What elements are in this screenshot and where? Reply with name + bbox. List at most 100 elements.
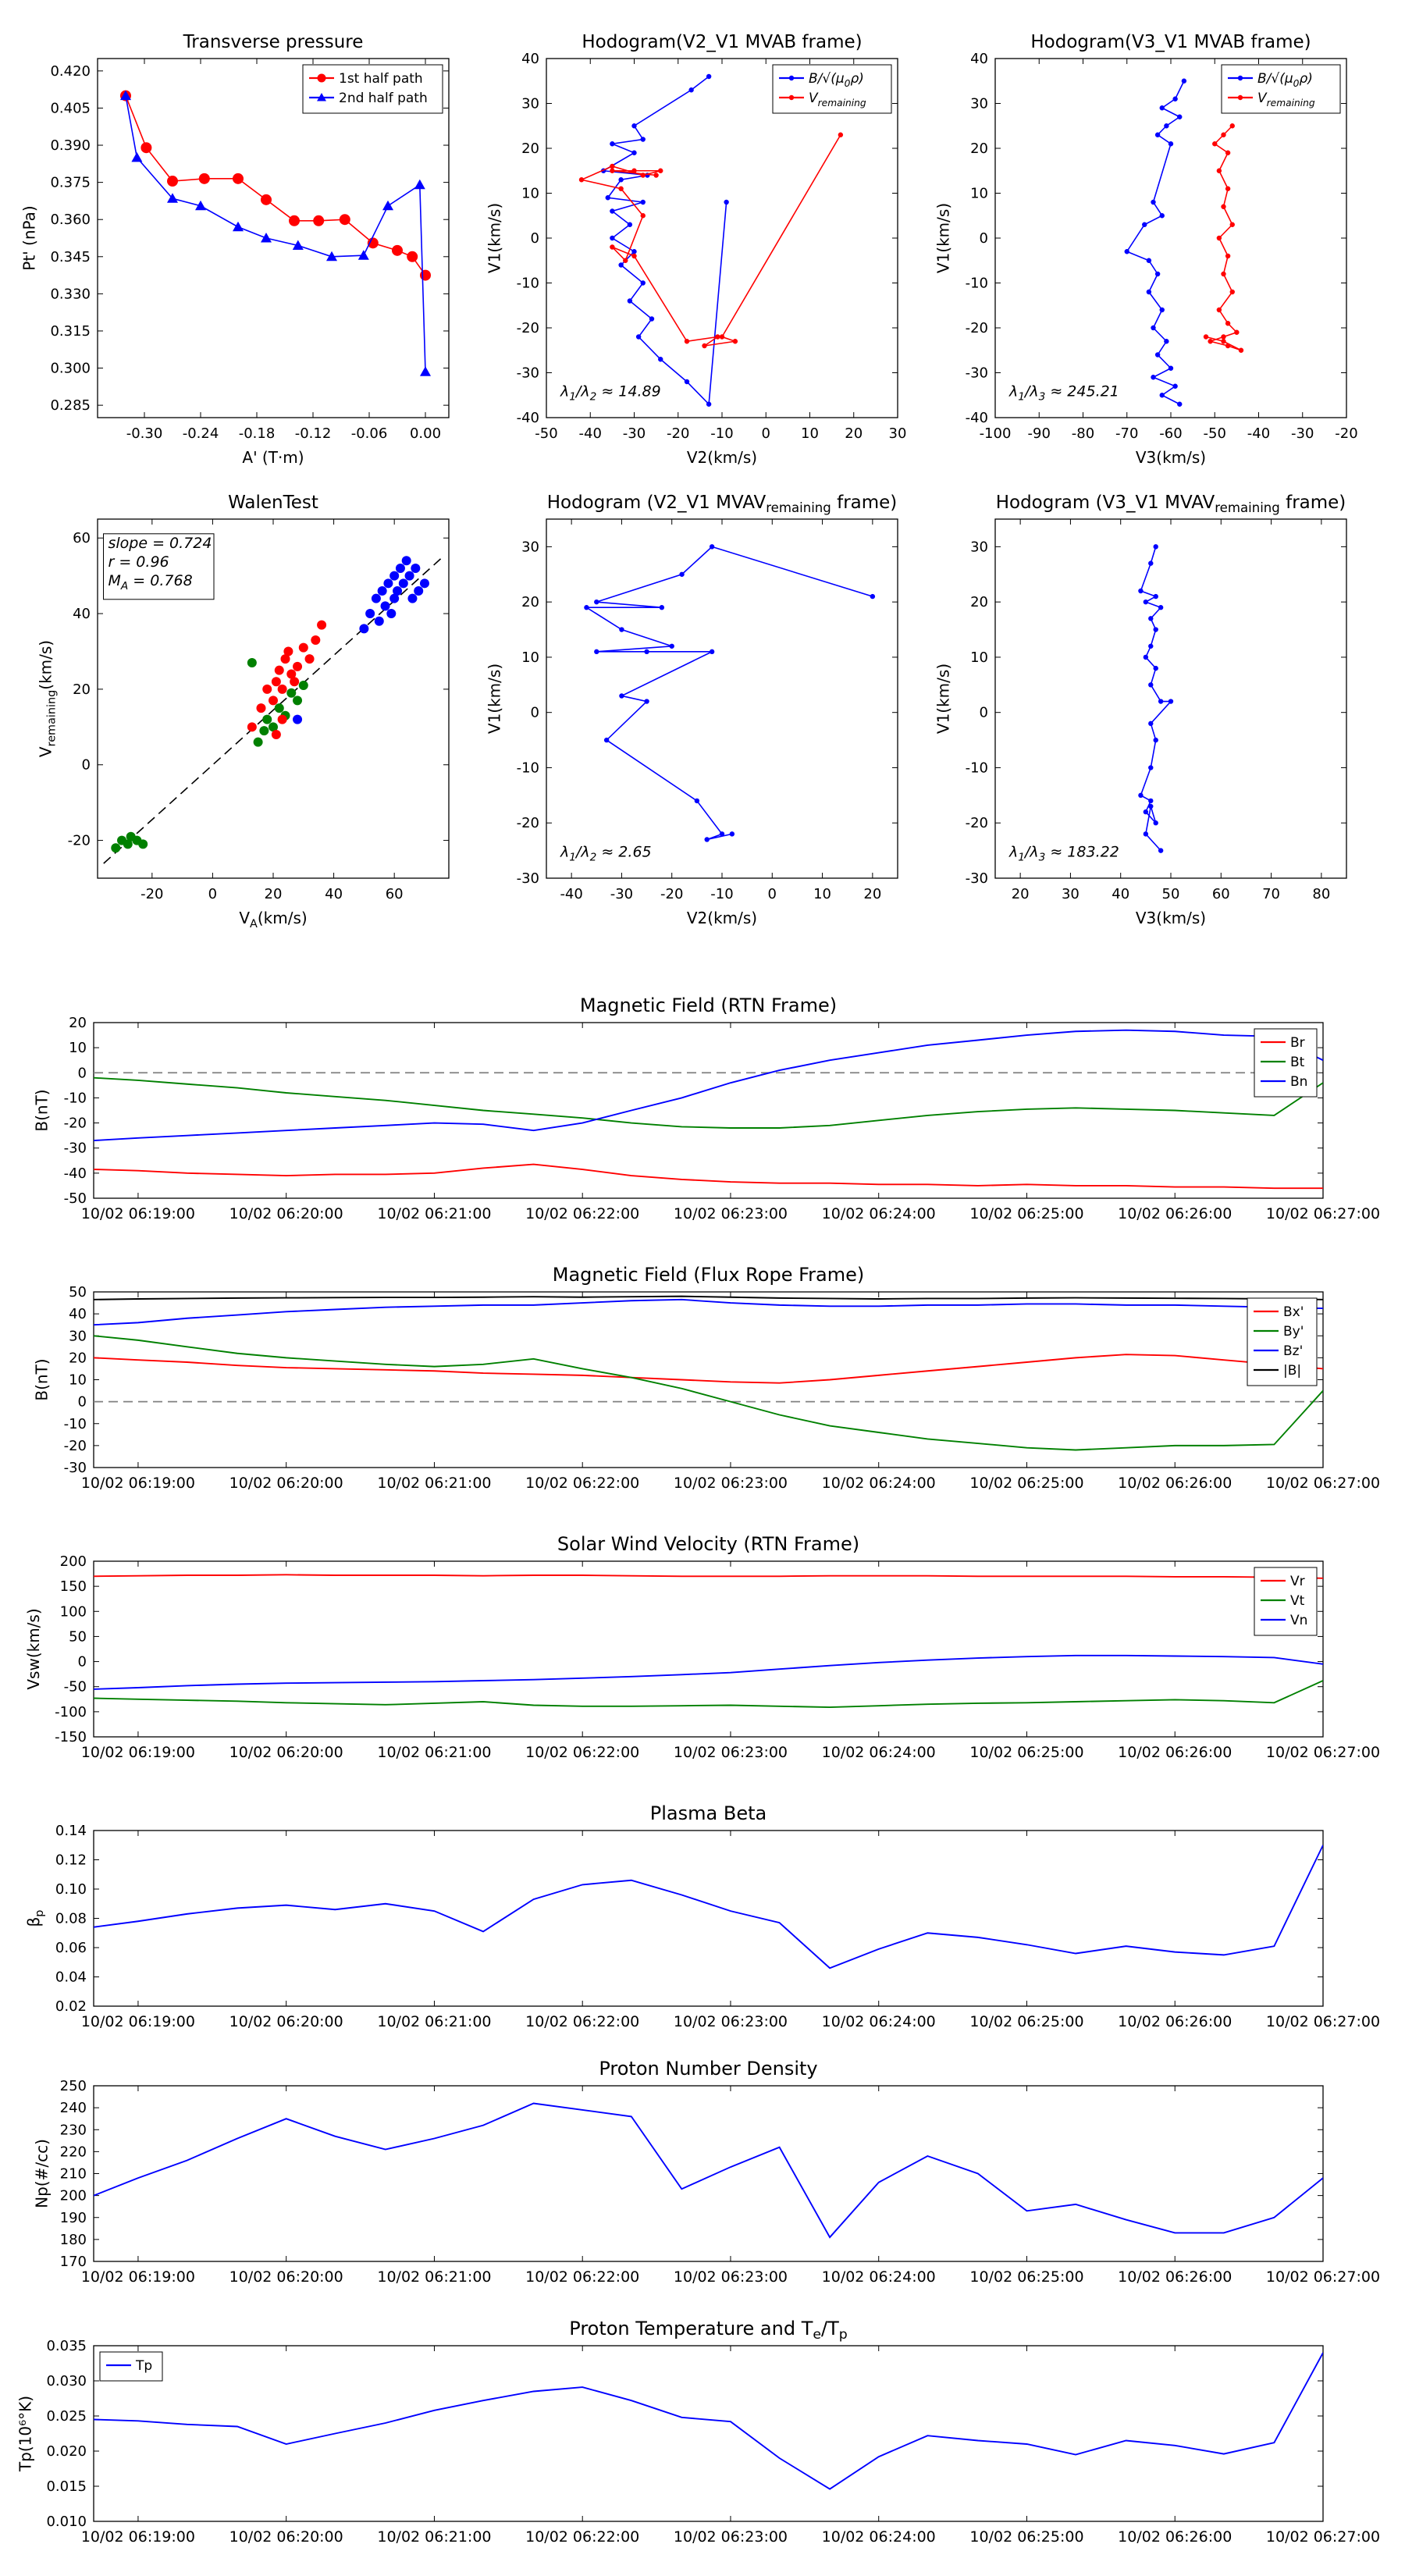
y-tick-label: 40	[521, 51, 539, 67]
y-tick-label: 0.360	[50, 212, 91, 228]
legend-label: Bt	[1290, 1055, 1305, 1070]
series-beta	[94, 1845, 1323, 1969]
panel-title: Magnetic Field (Flux Rope Frame)	[553, 1264, 864, 1286]
y-tick-label: 20	[69, 1350, 87, 1366]
x-tick-label: 60	[386, 886, 404, 902]
panel-transverse-pressure: -0.30 -0.24 -0.18 -0.12 -0.06 0.00 0.285 0.300 0…	[20, 32, 450, 467]
series-red-points	[247, 620, 327, 739]
x-tick-label: 10/02 06:20:00	[229, 2268, 343, 2286]
x-tick-label: 10/02 06:23:00	[674, 2013, 788, 2030]
y-tick-label: -100	[55, 1704, 87, 1720]
x-tick-label: -20	[140, 886, 163, 902]
x-tick-label: 50	[1162, 886, 1180, 902]
y-axis-label: Tp(10⁶°K)	[16, 2396, 35, 2472]
y-tick-label: 0.375	[50, 175, 91, 191]
y-axis-label: V1(km/s)	[486, 203, 504, 273]
x-tick-label: 10/02 06:25:00	[969, 2013, 1083, 2030]
annotation-box	[103, 533, 215, 600]
x-tick-label: 10/02 06:21:00	[377, 1744, 491, 1761]
x-tick-label: 40	[325, 886, 343, 902]
x-tick-label: -30	[610, 886, 633, 902]
y-tick-label: -30	[966, 365, 988, 382]
series-fit	[103, 556, 443, 864]
x-tick-label: 10/02 06:20:00	[229, 1744, 343, 1761]
y-tick-label: 50	[69, 1628, 87, 1645]
x-tick-label: -30	[1291, 425, 1314, 442]
x-tick-label: 10/02 06:22:00	[525, 2013, 639, 2030]
y-tick-label: 10	[970, 186, 988, 202]
y-tick-label: 0.06	[55, 1940, 87, 1956]
x-tick-label: 20	[1012, 886, 1030, 902]
x-tick-label: 10/02 06:22:00	[525, 1475, 639, 1492]
y-tick-label: 0.14	[55, 1823, 87, 1839]
x-tick-label: 10/02 06:27:00	[1266, 2013, 1380, 2030]
panel-proton-temperature: 10/02 06:19:00 10/02 06:20:00 10/02 06:21:…	[16, 2318, 1381, 2546]
y-tick-label: 0.345	[50, 249, 91, 265]
series-bx	[94, 1354, 1323, 1384]
x-tick-label: 10/02 06:21:00	[377, 2528, 491, 2546]
x-tick-label: 10/02 06:25:00	[969, 1744, 1083, 1761]
y-tick-label: 240	[60, 2100, 87, 2116]
legend: B/√(μ0ρ) Vremaining	[772, 64, 892, 114]
y-tick-label: 0.285	[50, 397, 91, 414]
y-tick-label: -20	[966, 320, 988, 336]
panel-magnetic-field-flux-rope: 10/02 06:19:00 10/02 06:20:00 10/02 06:21:…	[33, 1264, 1381, 1492]
axes-frame	[546, 518, 898, 879]
y-axis-label: Vsw(km/s)	[24, 1608, 43, 1689]
x-tick-label: 0	[768, 886, 777, 902]
series-b-0	[600, 73, 729, 407]
y-tick-label: 10	[69, 1372, 87, 1389]
x-tick-label: 10/02 06:20:00	[229, 2013, 343, 2030]
series-vt	[94, 1680, 1323, 1709]
x-tick-label: 0	[208, 886, 217, 902]
x-tick-label: 10/02 06:26:00	[1118, 2013, 1232, 2030]
y-tick-label: -20	[517, 815, 539, 831]
panel-title: Solar Wind Velocity (RTN Frame)	[557, 1533, 859, 1555]
x-tick-label: 10/02 06:24:00	[822, 2013, 936, 2030]
y-tick-label: 0	[980, 230, 988, 247]
x-tick-label: 30	[1062, 886, 1080, 902]
y-tick-label: 0.315	[50, 323, 91, 340]
x-tick-label: -0.06	[351, 425, 388, 442]
x-tick-label: 10	[801, 425, 819, 442]
axes-frame	[93, 1560, 1324, 1738]
legend: 1st half path 2nd half path	[302, 64, 443, 114]
annotation-text: λ1/λ3 ≈ 183.22	[1008, 843, 1119, 863]
y-tick-label: 20	[73, 681, 91, 698]
x-tick-label: 70	[1262, 886, 1280, 902]
y-tick-label: 10	[970, 649, 988, 666]
y-tick-label: -20	[64, 1438, 87, 1454]
panel-title: WalenTest	[228, 493, 318, 513]
y-tick-label: -30	[517, 870, 539, 887]
y-tick-label: 0.10	[55, 1881, 87, 1898]
y-tick-label: 0	[531, 705, 539, 721]
legend-label: By'	[1283, 1324, 1304, 1340]
panel-title: Hodogram(V3_V1 MVAB frame)	[1030, 32, 1311, 52]
x-tick-label: 10/02 06:21:00	[377, 2013, 491, 2030]
y-tick-label: 0.035	[46, 2338, 87, 2354]
panel-title: Proton Temperature and Te/Tp	[569, 2318, 847, 2343]
x-tick-label: 10/02 06:25:00	[969, 2268, 1083, 2286]
y-tick-label: -10	[64, 1416, 87, 1432]
x-axis-label: VA(km/s)	[239, 909, 307, 930]
panel-proton-number-density: 10/02 06:19:00 10/02 06:20:00 10/02 06:21:…	[33, 2058, 1381, 2286]
x-tick-label: 10/02 06:27:00	[1266, 1475, 1380, 1492]
axes-frame	[93, 1291, 1324, 1468]
y-tick-label: 200	[60, 2188, 87, 2204]
y-tick-label: 0.015	[46, 2478, 87, 2495]
x-tick-label: 10/02 06:20:00	[229, 1475, 343, 1492]
x-tick-label: 0.00	[410, 425, 441, 442]
x-tick-label: -10	[710, 886, 733, 902]
series-v-remaining	[1203, 123, 1244, 353]
legend: Bx' By' Bz' |B|	[1247, 1297, 1318, 1386]
series-tp	[94, 2352, 1323, 2490]
y-tick-label: 0.300	[50, 361, 91, 377]
x-tick-label: 10/02 06:21:00	[377, 1205, 491, 1222]
y-tick-label: 0.390	[50, 137, 91, 154]
y-axis-label: V1(km/s)	[486, 664, 504, 734]
y-tick-label: 190	[60, 2210, 87, 2226]
y-tick-label: -30	[64, 1140, 87, 1157]
y-tick-label: -30	[966, 870, 988, 887]
x-tick-label: 10/02 06:24:00	[822, 2528, 936, 2546]
x-tick-label: 10/02 06:27:00	[1266, 1205, 1380, 1222]
